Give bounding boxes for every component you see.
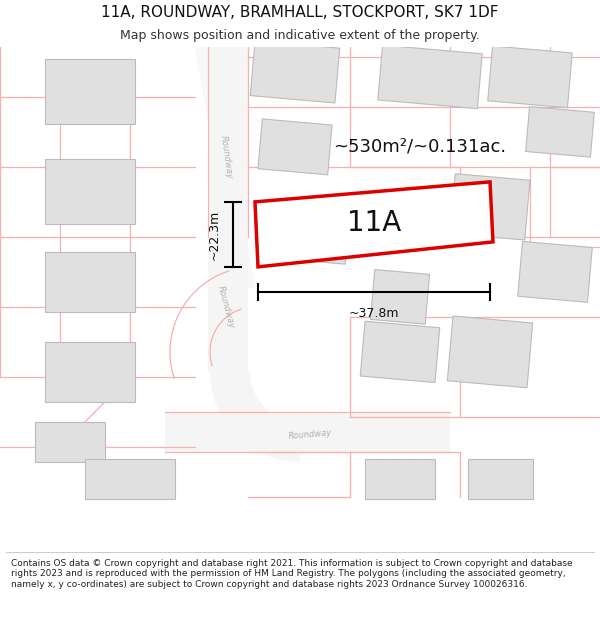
Polygon shape [526,107,595,157]
Polygon shape [208,247,248,372]
Polygon shape [195,47,255,287]
Polygon shape [488,46,572,108]
Polygon shape [255,182,493,267]
Polygon shape [45,252,135,312]
Text: 11A: 11A [347,209,401,237]
Polygon shape [450,174,530,240]
Text: 11A, ROUNDWAY, BRAMHALL, STOCKPORT, SK7 1DF: 11A, ROUNDWAY, BRAMHALL, STOCKPORT, SK7 … [101,5,499,20]
Polygon shape [45,59,135,124]
Text: Contains OS data © Crown copyright and database right 2021. This information is : Contains OS data © Crown copyright and d… [11,559,572,589]
Polygon shape [290,209,350,264]
Text: ~37.8m: ~37.8m [349,307,399,320]
Polygon shape [35,422,105,462]
Polygon shape [165,412,450,452]
Text: ~22.3m: ~22.3m [208,209,221,259]
Polygon shape [467,459,533,499]
Polygon shape [365,459,435,499]
Text: Roundway: Roundway [216,284,236,329]
Polygon shape [258,119,332,175]
Polygon shape [360,321,440,382]
Text: Roundway: Roundway [288,429,332,441]
Polygon shape [45,159,135,224]
Polygon shape [370,269,430,324]
Text: ~530m²/~0.131ac.: ~530m²/~0.131ac. [334,138,506,156]
Text: Roundway: Roundway [218,134,233,179]
Polygon shape [208,47,248,247]
Polygon shape [378,45,482,109]
Text: Map shows position and indicative extent of the property.: Map shows position and indicative extent… [120,29,480,42]
Polygon shape [85,459,175,499]
Polygon shape [250,41,340,103]
Polygon shape [45,342,135,402]
Polygon shape [210,372,300,462]
Polygon shape [448,316,533,388]
Polygon shape [518,241,592,302]
